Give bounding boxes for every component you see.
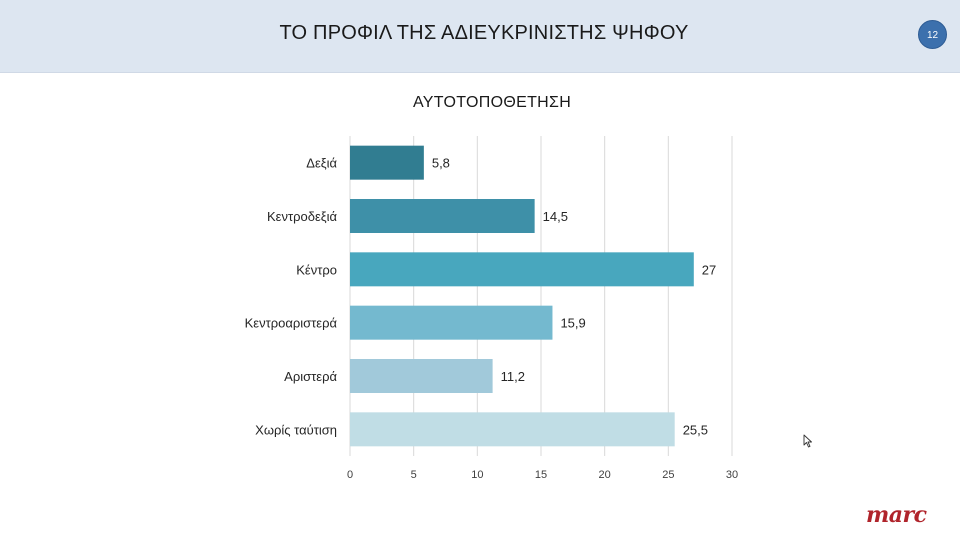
x-tick-label: 0 [347, 469, 353, 481]
data-label: 11,2 [501, 369, 525, 384]
category-label: Κεντροαριστερά [245, 316, 338, 331]
bar [350, 252, 694, 287]
page-number-badge: 12 [918, 20, 947, 49]
slide-title: ΤΟ ΠΡΟΦΙΛ ΤΗΣ ΑΔΙΕΥΚΡΙΝΙΣΤΗΣ ΨΗΦΟΥ [279, 22, 689, 44]
x-tick-label: 10 [471, 469, 483, 481]
bar [350, 305, 553, 340]
category-label: Χωρίς ταύτιση [255, 422, 337, 437]
bar [350, 199, 535, 233]
bar [350, 145, 424, 180]
data-label: 14,5 [543, 209, 568, 224]
x-tick-label: 25 [662, 469, 674, 481]
bar [350, 412, 675, 447]
category-label: Δεξιά [306, 156, 337, 171]
x-tick-label: 5 [411, 469, 417, 481]
data-label: 5,8 [432, 156, 450, 171]
header-bar: ΤΟ ΠΡΟΦΙΛ ΤΗΣ ΑΔΙΕΥΚΡΙΝΙΣΤΗΣ ΨΗΦΟΥ 12 [0, 0, 960, 73]
mouse-cursor-icon [803, 434, 812, 448]
x-tick-label: 20 [599, 469, 611, 481]
x-tick-label: 15 [535, 469, 547, 481]
bar [350, 359, 493, 393]
data-label: 15,9 [560, 316, 585, 331]
data-label: 25,5 [683, 422, 708, 437]
marc-logo: marc [866, 502, 927, 528]
data-label: 27 [702, 262, 716, 277]
category-label: Κεντροδεξιά [267, 209, 337, 224]
category-label: Κέντρο [296, 262, 337, 277]
chart-title: ΑΥΤΟΤΟΠΟΘΕΤΗΣΗ [412, 94, 572, 111]
category-label: Αριστερά [284, 369, 337, 384]
x-tick-label: 30 [726, 469, 738, 481]
